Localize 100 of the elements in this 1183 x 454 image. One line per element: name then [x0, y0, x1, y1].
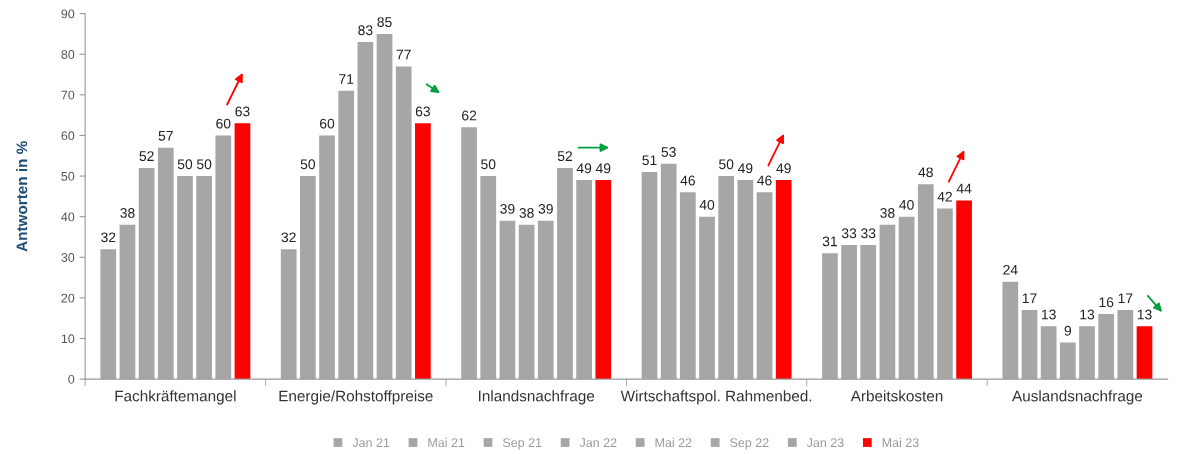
data-label: 39 [500, 203, 515, 214]
data-label: 77 [396, 49, 411, 60]
data-label: 32 [101, 232, 116, 243]
bar [576, 180, 592, 380]
data-label: 46 [680, 175, 695, 186]
data-label: 85 [377, 17, 392, 28]
legend-label: Mai 23 [882, 437, 919, 448]
data-label: 24 [1003, 264, 1018, 275]
bar [641, 171, 658, 380]
bar [119, 224, 136, 380]
data-label: 42 [937, 191, 952, 202]
y-tick-label: 30 [61, 253, 75, 262]
data-label: 60 [320, 118, 335, 129]
bar [937, 208, 953, 380]
data-label: 31 [822, 236, 837, 247]
bar [177, 176, 193, 380]
data-label: 50 [300, 159, 316, 170]
bar [956, 200, 972, 380]
bar [737, 180, 754, 380]
data-label: 71 [339, 74, 354, 84]
bar [395, 66, 412, 380]
bar [319, 135, 335, 380]
data-label: 49 [737, 163, 753, 174]
bar [679, 192, 696, 380]
bar [756, 192, 773, 380]
bar [557, 167, 573, 380]
data-label: 38 [120, 208, 135, 218]
x-tick-label: Energie/Rohstoffpreise [279, 390, 433, 405]
legend-label: Jan 21 [352, 438, 390, 448]
data-label: 52 [139, 151, 154, 162]
data-label: 39 [538, 203, 553, 214]
data-label: 13 [1042, 309, 1056, 320]
y-tick-label: 40 [61, 212, 75, 222]
y-tick-label: 0 [68, 374, 75, 384]
data-label: 38 [519, 208, 534, 218]
x-tick-label: Auslandsnachfrage [1012, 390, 1143, 405]
bar [1040, 326, 1057, 380]
data-label: 52 [557, 151, 572, 162]
data-label: 60 [216, 118, 231, 129]
data-label: 49 [595, 163, 611, 174]
bar [461, 127, 477, 380]
bar [860, 245, 877, 380]
bar [699, 216, 715, 380]
bar [660, 163, 677, 380]
bar [338, 90, 355, 380]
data-label: 49 [776, 163, 791, 174]
bar [499, 220, 516, 380]
x-tick-label: Wirtschaftspol. Rahmenbed. [620, 390, 812, 405]
data-label: 46 [757, 175, 772, 186]
data-label: 50 [177, 159, 193, 170]
y-axis-title: Antworten in % [16, 141, 28, 252]
bar [300, 176, 316, 380]
data-label: 57 [158, 131, 173, 141]
bar [1098, 314, 1115, 380]
data-label: 50 [481, 159, 496, 170]
x-tick-label: Inlandsnachfrage [479, 390, 595, 405]
data-label: 49 [576, 163, 592, 174]
bar [879, 224, 896, 380]
data-label: 13 [1080, 309, 1095, 320]
legend-label: Mai 22 [655, 437, 692, 448]
bar [1079, 326, 1095, 380]
bar [1002, 281, 1019, 380]
legend-label: Sep 22 [730, 438, 769, 450]
data-label: 62 [462, 110, 477, 121]
bar [1021, 310, 1038, 380]
y-tick-label: 60 [61, 131, 75, 141]
y-tick-label: 20 [61, 293, 75, 303]
bar [898, 216, 915, 380]
bar [917, 184, 934, 380]
data-label: 17 [1118, 293, 1133, 304]
bar [595, 180, 612, 380]
bar [718, 176, 735, 380]
bar [1117, 310, 1134, 380]
data-label: 51 [642, 155, 657, 166]
bar [196, 176, 212, 380]
x-tick-label: Fachkräftemangel [115, 390, 236, 405]
data-label: 50 [719, 159, 734, 170]
data-label: 40 [899, 199, 914, 210]
bar [537, 220, 554, 380]
bar [822, 253, 838, 380]
data-label: 63 [235, 106, 250, 117]
y-tick-label: 70 [61, 90, 75, 100]
legend-label: Jan 23 [806, 438, 844, 448]
bar [518, 224, 535, 380]
bar [138, 167, 155, 380]
bar [1136, 326, 1153, 380]
data-label: 33 [861, 228, 876, 239]
legend-label: Jan 22 [579, 438, 617, 448]
bar [415, 123, 431, 380]
y-tick-label: 10 [61, 334, 75, 344]
data-label: 40 [699, 199, 715, 210]
data-label: 32 [281, 232, 296, 243]
data-label: 63 [415, 106, 430, 117]
data-label: 33 [841, 228, 857, 239]
bar [1059, 342, 1076, 380]
bar [100, 249, 117, 380]
x-tick-label: Arbeitskosten [850, 390, 943, 402]
bar [480, 176, 497, 380]
legend-label: Mai 21 [428, 437, 465, 448]
bar [775, 180, 792, 380]
